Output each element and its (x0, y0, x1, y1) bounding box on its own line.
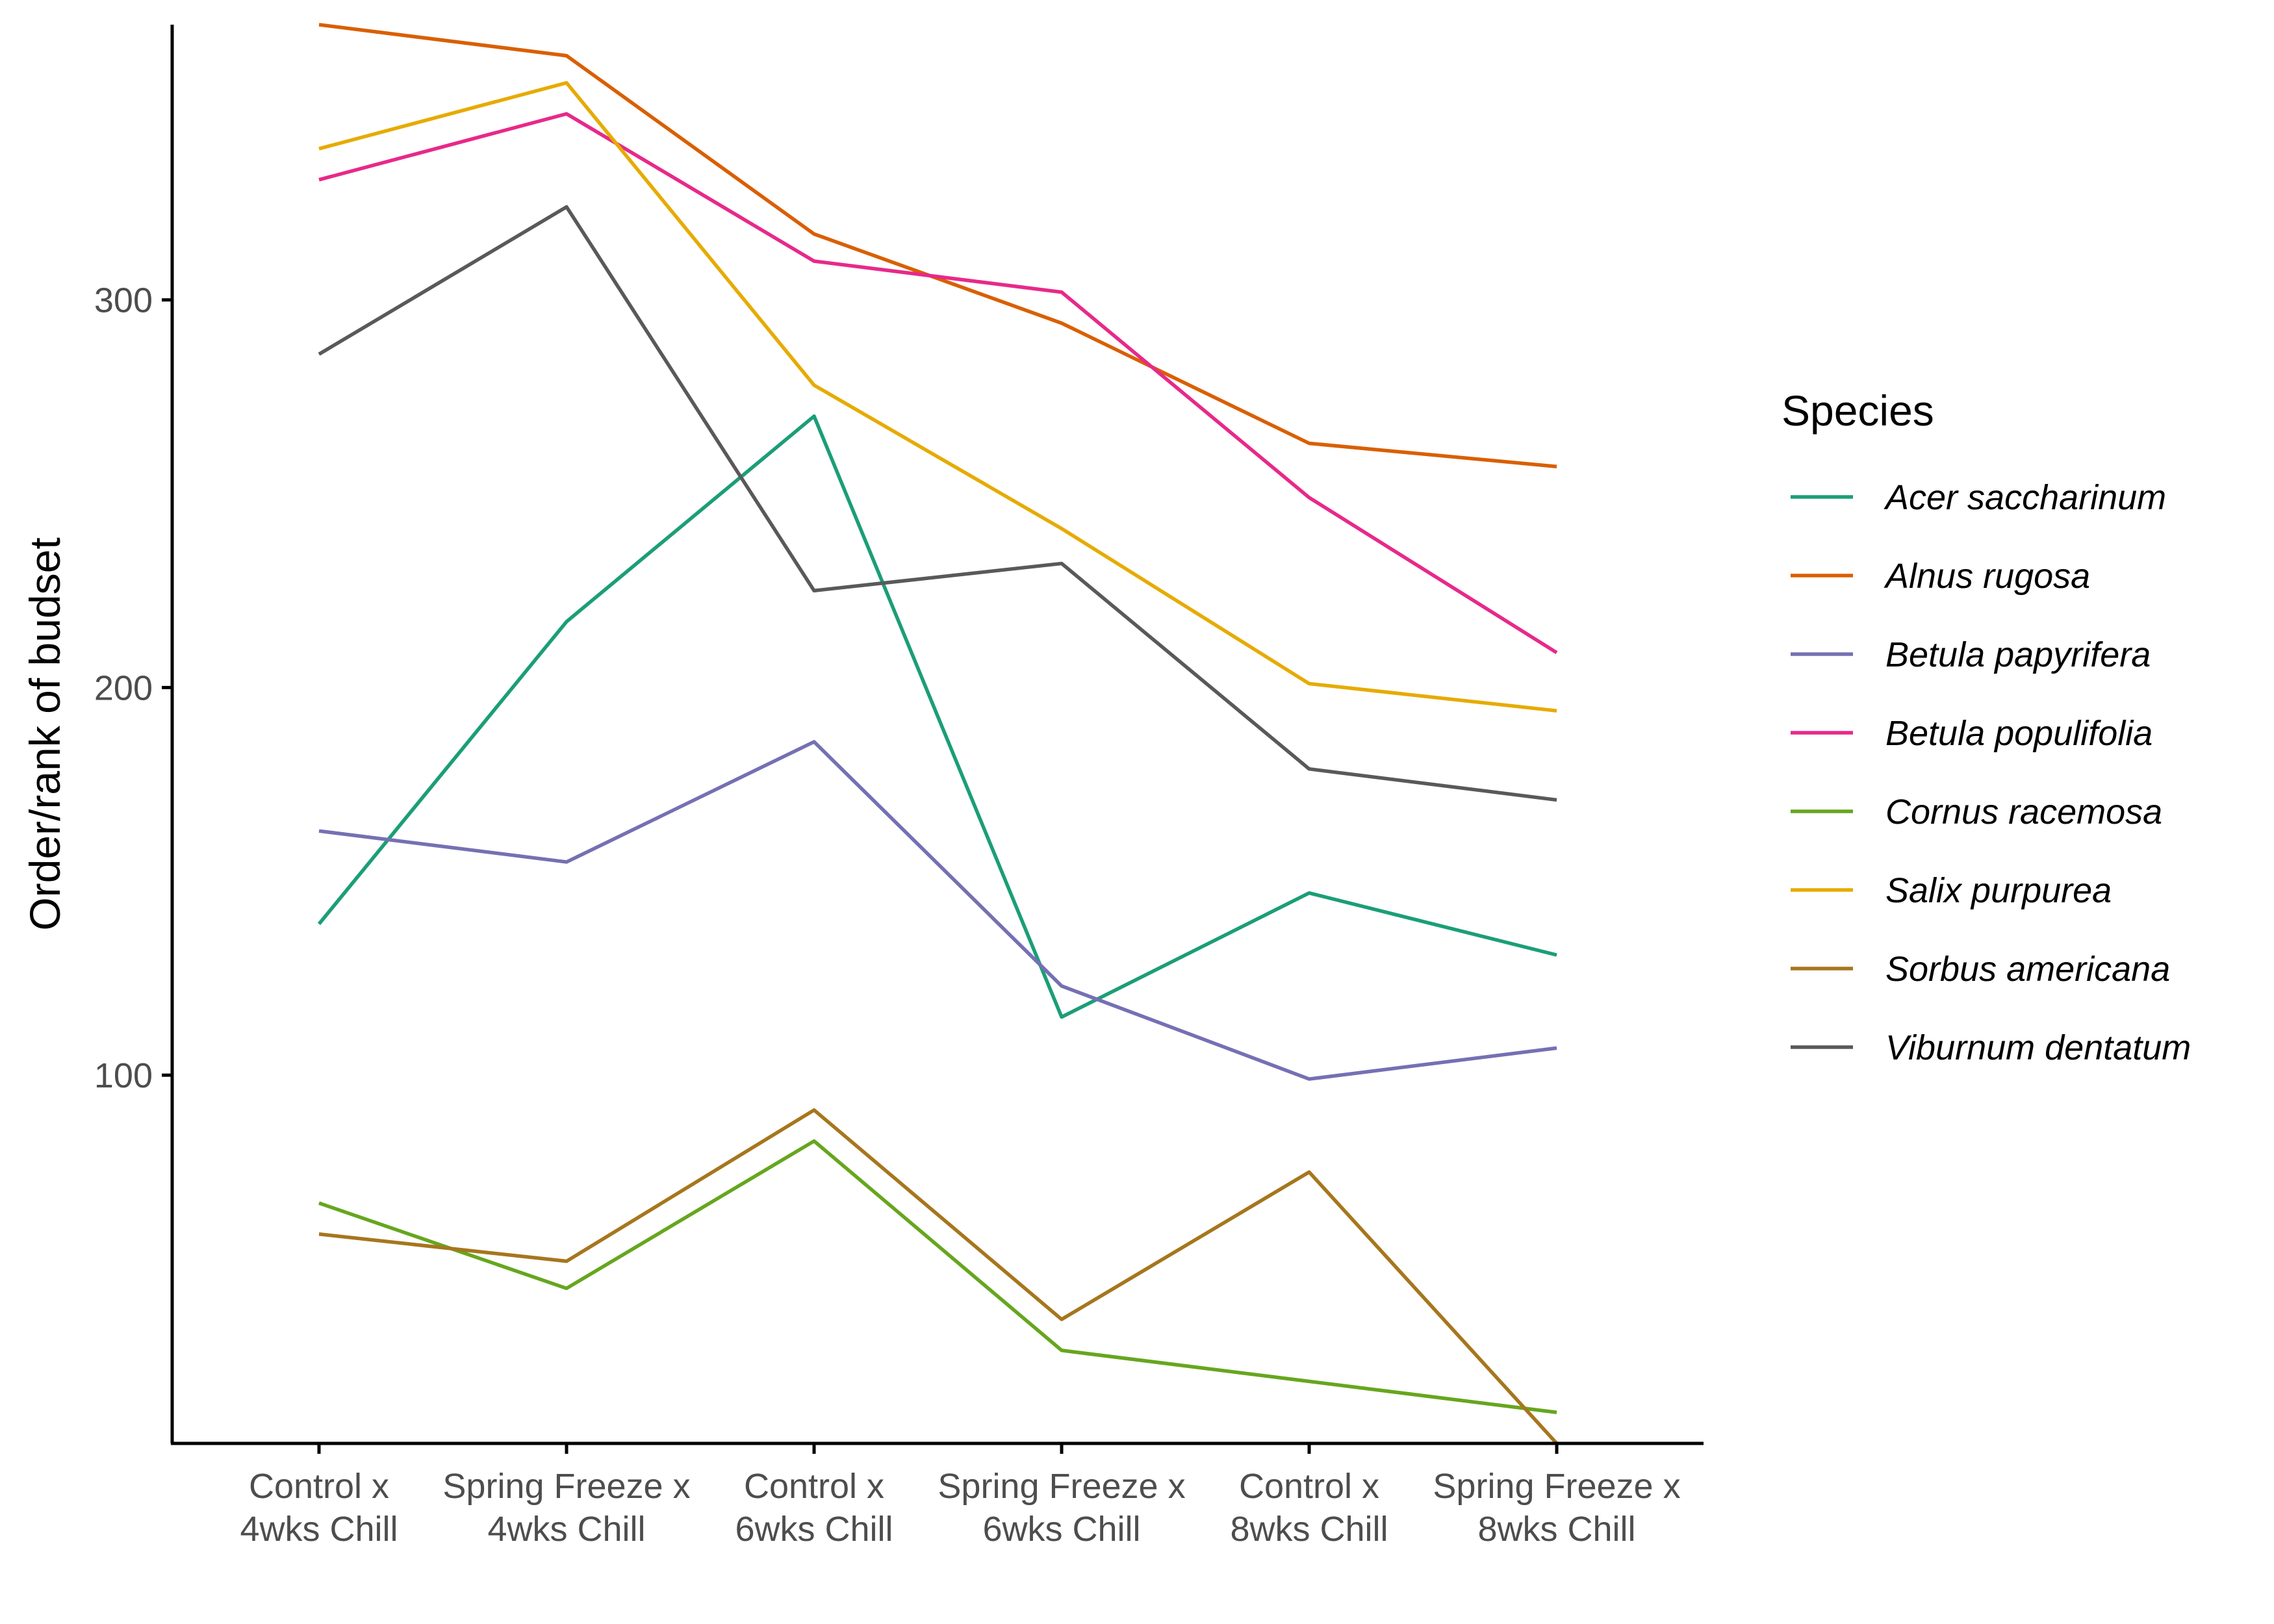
legend-item-viburnum-dentatum: Viburnum dentatum (1791, 1028, 2191, 1067)
legend-label: Sorbus americana (1885, 950, 2170, 989)
series-line-salix-purpurea (318, 81, 1557, 713)
series-line-alnus-rugosa (318, 23, 1557, 469)
legend-label: Alnus rugosa (1884, 557, 2090, 596)
x-tick-label: Control x 6wks Chill (735, 1467, 893, 1549)
legend-item-cornus-racemosa: Cornus racemosa (1791, 793, 2162, 831)
legend-item-acer-saccharinum: Acer saccharinum (1791, 478, 2166, 517)
y-ticks: 100 200 300 (94, 281, 172, 1095)
legend-item-betula-populifolia: Betula populifolia (1791, 714, 2153, 753)
legend-item-betula-papyrifera: Betula papyrifera (1791, 635, 2151, 674)
y-tick-label: 100 (94, 1056, 153, 1095)
legend-label: Cornus racemosa (1885, 793, 2162, 831)
series-line-betula-papyrifera (318, 740, 1557, 1081)
legend-label: Betula populifolia (1885, 714, 2153, 753)
legend-items: Acer saccharinum Alnus rugosa Betula papyr… (1791, 478, 2191, 1067)
x-tick-label: Spring Freeze x 8wks Chill (1433, 1467, 1680, 1549)
legend-label: Betula papyrifera (1885, 635, 2151, 674)
x-tick-label: Control x 4wks Chill (240, 1467, 398, 1549)
x-tick-label: Spring Freeze x 6wks Chill (938, 1467, 1185, 1549)
legend-label: Acer saccharinum (1884, 478, 2166, 517)
series-line-cornus-racemosa (318, 1139, 1557, 1414)
y-axis-title: Order/rank of budset (21, 537, 69, 930)
legend-item-salix-purpurea: Salix purpurea (1791, 871, 2112, 910)
y-tick-label: 300 (94, 281, 153, 320)
series-line-viburnum-dentatum (318, 205, 1557, 802)
plot-lines (317, 23, 1559, 1445)
x-tick-label: Control x 8wks Chill (1230, 1467, 1388, 1549)
x-ticks: Control x 4wks Chill Spring Freeze x 4wks C… (240, 1443, 1681, 1549)
series-line-betula-populifolia (318, 112, 1558, 655)
legend-item-sorbus-americana: Sorbus americana (1791, 950, 2170, 989)
series-line-sorbus-americana (318, 1108, 1559, 1445)
series-line-acer-saccharinum (317, 414, 1557, 1019)
legend-label: Salix purpurea (1885, 871, 2112, 910)
legend-label: Viburnum dentatum (1885, 1028, 2191, 1067)
y-tick-label: 200 (94, 668, 153, 707)
legend-title: Species (1782, 387, 1934, 435)
legend-item-alnus-rugosa: Alnus rugosa (1791, 557, 2090, 596)
x-tick-label: Spring Freeze x 4wks Chill (442, 1467, 690, 1549)
